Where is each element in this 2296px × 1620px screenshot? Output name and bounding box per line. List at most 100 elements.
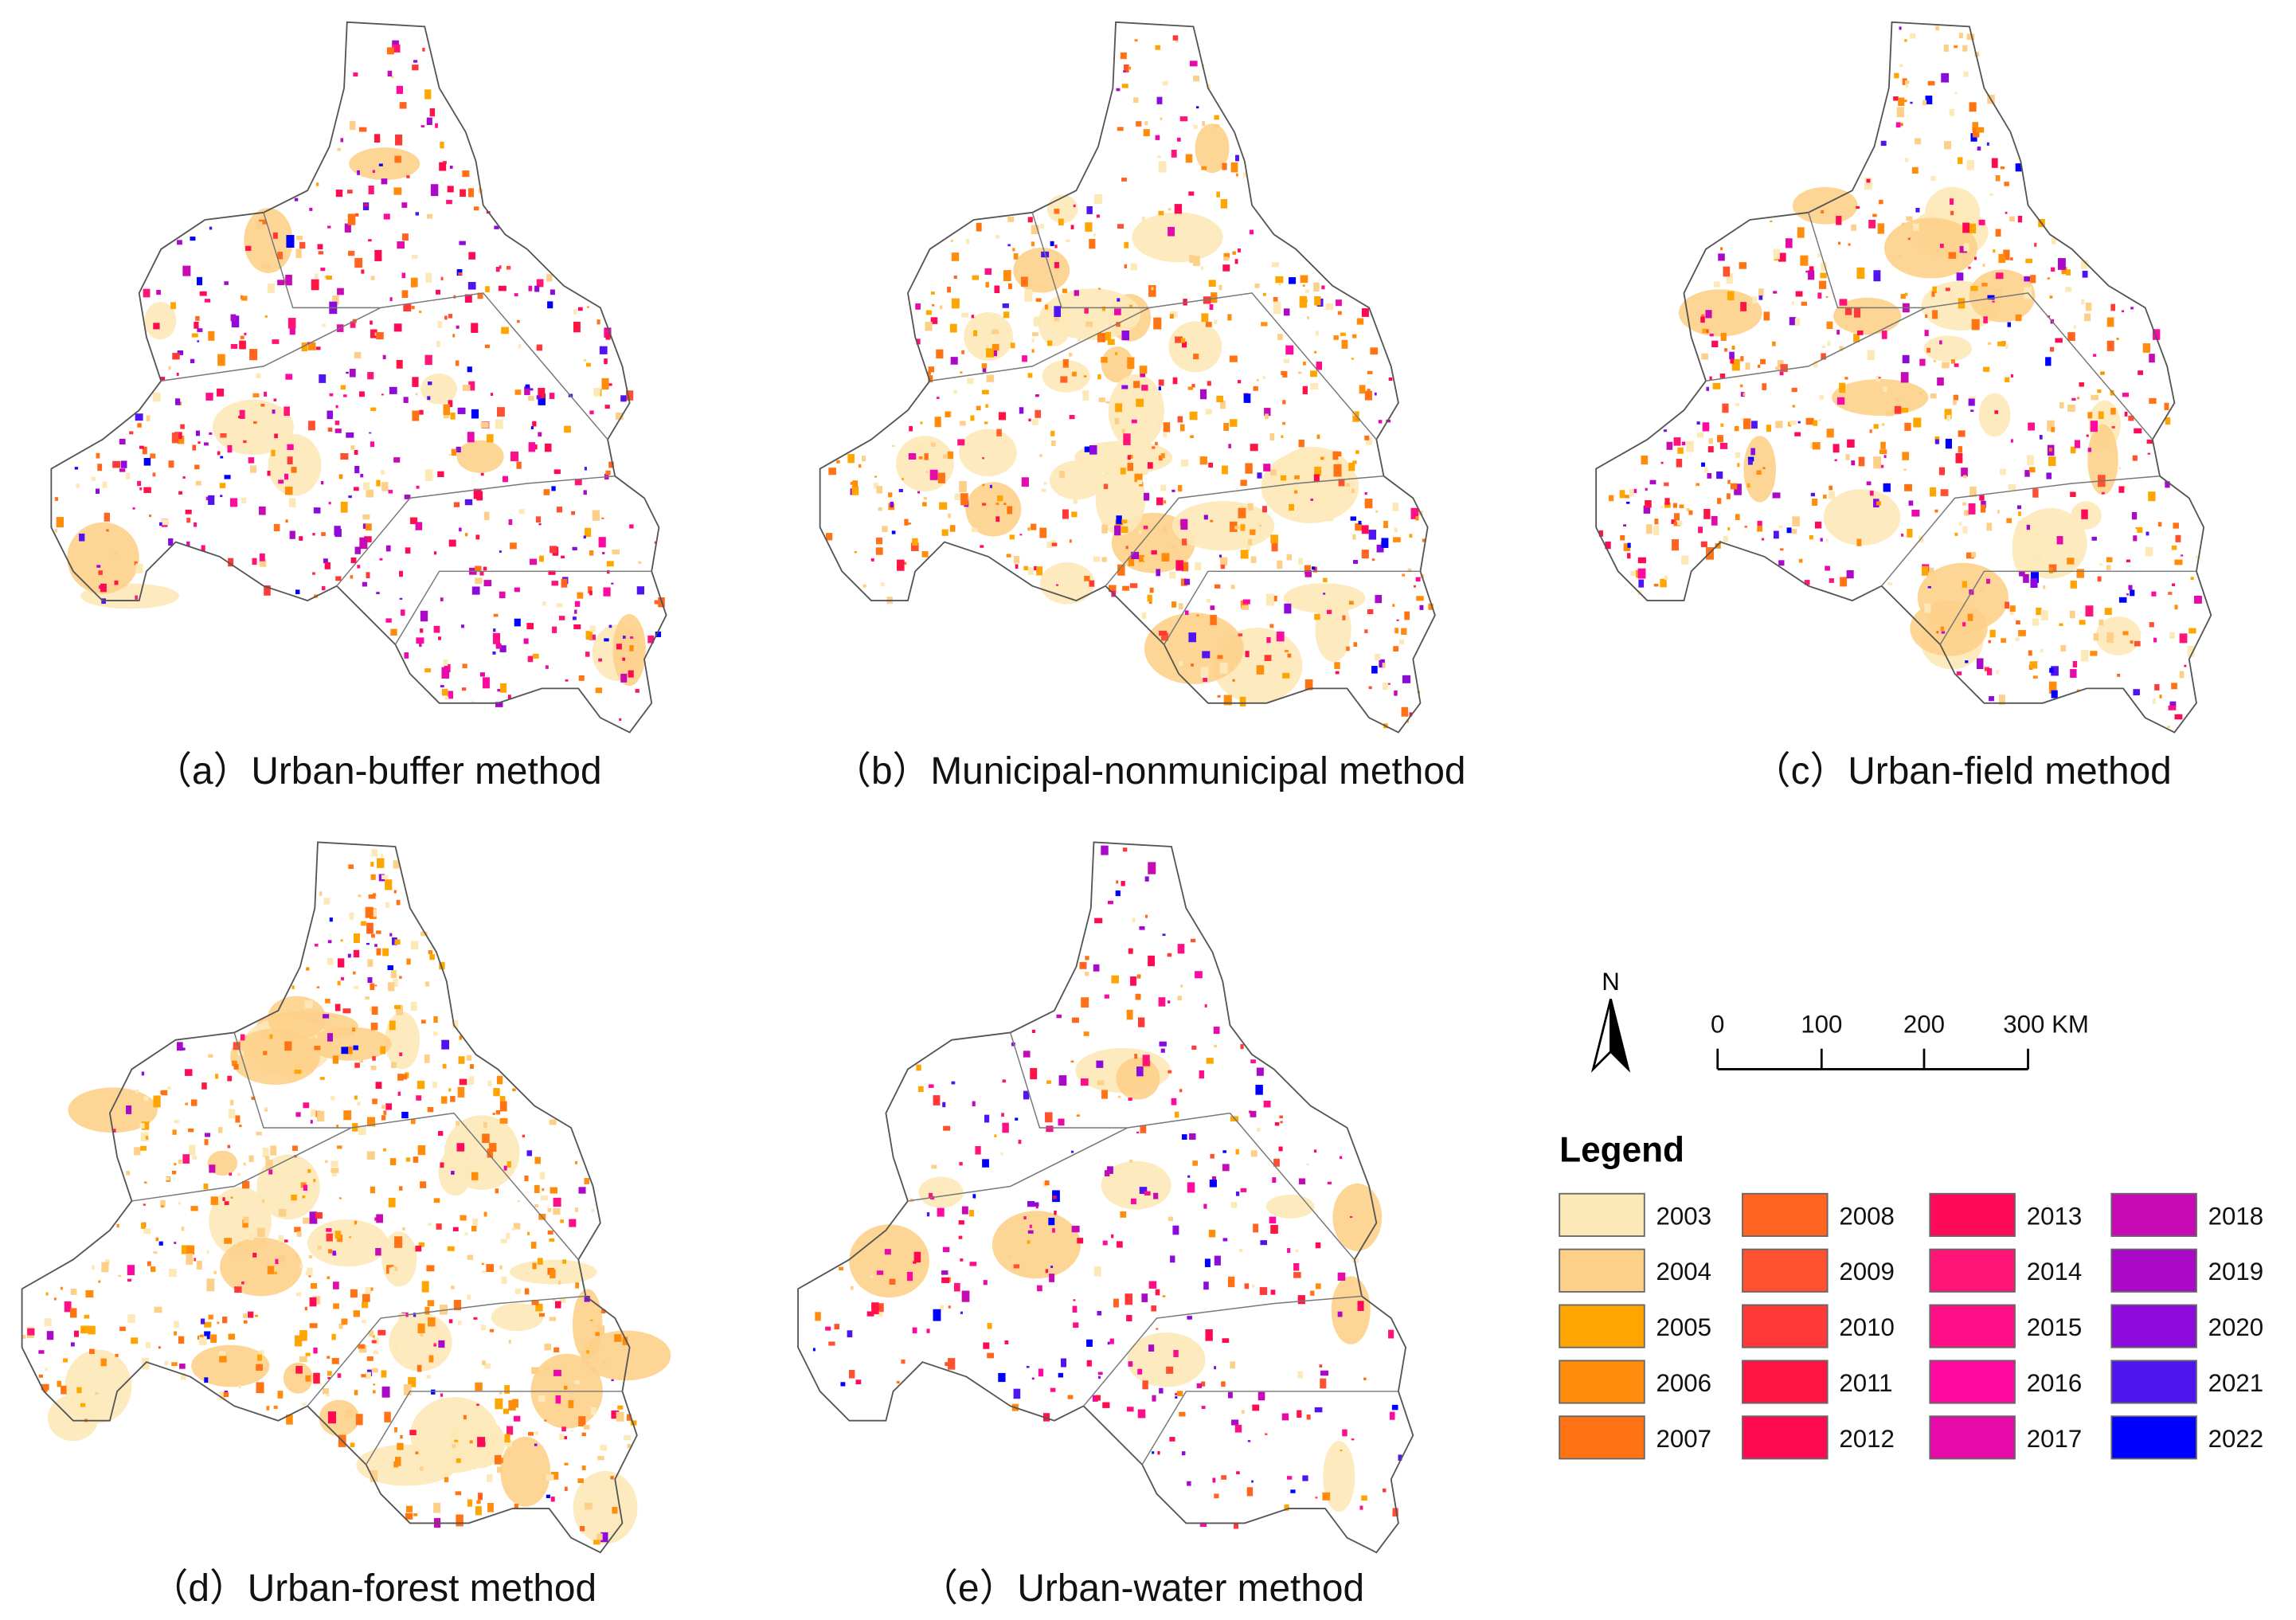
urban-patch <box>1210 1153 1214 1159</box>
urban-patch <box>1039 454 1042 457</box>
urban-patch <box>510 451 519 462</box>
urban-patch <box>1250 1110 1257 1117</box>
urban-patch <box>235 1115 241 1123</box>
urban-patch <box>1235 1148 1239 1155</box>
urban-patch <box>1174 204 1183 214</box>
urban-patch <box>1792 405 1795 408</box>
urban-patch <box>289 327 295 335</box>
urban-patch <box>2142 343 2151 353</box>
urban-patch <box>456 325 460 329</box>
urban-patch <box>2071 397 2076 401</box>
urban-patch <box>2110 303 2115 311</box>
urban-patch <box>475 1382 483 1391</box>
urban-patch <box>440 685 444 688</box>
urban-patch <box>878 507 882 511</box>
urban-patch <box>2016 505 2021 510</box>
urban-patch <box>1686 507 1690 511</box>
urban-patch <box>112 460 121 468</box>
urban-patch <box>2086 434 2089 437</box>
urban-patch <box>1141 385 1148 391</box>
urban-patch <box>399 976 402 979</box>
urban-patch <box>205 496 209 501</box>
urban-patch <box>1853 307 1861 318</box>
urban-patch <box>1015 564 1019 569</box>
urban-patch <box>1313 474 1320 482</box>
urban-patch <box>376 592 380 594</box>
urban-patch <box>1968 266 1971 269</box>
urban-patch <box>1866 178 1871 183</box>
urban-patch <box>1238 1248 1243 1253</box>
urban-patch <box>525 384 530 389</box>
urban-patch <box>312 533 315 536</box>
urban-area <box>1832 379 1929 416</box>
urban-patch <box>2055 338 2063 343</box>
urban-patch <box>1054 306 1062 317</box>
urban-patch <box>1762 467 1766 469</box>
urban-patch <box>1188 191 1195 196</box>
urban-patch <box>573 624 581 630</box>
urban-patch <box>120 460 127 468</box>
urban-area <box>500 1436 551 1507</box>
map-panel <box>50 21 667 734</box>
urban-patch <box>1227 1276 1235 1288</box>
urban-area <box>144 302 177 340</box>
urban-patch <box>953 276 957 279</box>
urban-patch <box>1365 437 1373 445</box>
urban-patch <box>412 65 419 71</box>
urban-patch <box>1180 518 1188 530</box>
urban-area <box>1127 1332 1206 1387</box>
urban-patch <box>1097 1080 1105 1086</box>
urban-patch <box>2171 683 2177 690</box>
urban-area <box>356 1444 457 1486</box>
urban-patch <box>826 533 833 541</box>
urban-patch <box>44 1318 52 1327</box>
urban-patch <box>2106 317 2114 327</box>
urban-patch <box>982 483 985 487</box>
urban-patch <box>2015 163 2022 172</box>
urban-patch <box>433 1502 440 1513</box>
legend-label: 2016 <box>2027 1369 2083 1397</box>
urban-patch <box>438 1131 444 1137</box>
urban-patch <box>1914 138 1922 145</box>
urban-patch <box>1039 527 1047 538</box>
urban-patch <box>2130 307 2134 310</box>
urban-patch <box>1253 1223 1259 1233</box>
urban-patch <box>273 1405 278 1410</box>
urban-patch <box>896 559 905 571</box>
urban-patch <box>1101 357 1108 363</box>
urban-patch <box>137 480 142 487</box>
urban-patch <box>483 1121 487 1129</box>
urban-patch <box>1954 92 1958 95</box>
urban-patch <box>1210 605 1215 610</box>
urban-patch <box>535 516 541 523</box>
legend-label: 2006 <box>1656 1369 1712 1397</box>
urban-patch <box>2098 619 2104 626</box>
urban-patch <box>1701 462 1705 468</box>
urban-patch <box>1069 352 1073 357</box>
urban-patch <box>1031 1029 1036 1033</box>
urban-patch <box>1797 421 1801 424</box>
urban-patch <box>851 486 859 495</box>
urban-patch <box>870 558 874 562</box>
urban-patch <box>960 371 963 374</box>
urban-patch <box>366 922 374 934</box>
urban-patch <box>471 1226 477 1232</box>
urban-patch <box>358 391 365 397</box>
urban-patch <box>1093 964 1100 972</box>
urban-patch <box>901 1359 905 1364</box>
urban-patch <box>1230 419 1238 427</box>
urban-patch <box>217 354 225 366</box>
urban-patch <box>1251 1480 1254 1483</box>
urban-patch <box>362 581 367 587</box>
scale-label: 0 <box>1711 1010 1724 1038</box>
urban-area <box>420 373 457 405</box>
urban-patch <box>463 1415 467 1420</box>
urban-patch <box>1392 503 1399 512</box>
urban-patch <box>1058 1372 1064 1378</box>
urban-patch <box>514 293 518 297</box>
urban-patch <box>563 1436 568 1440</box>
urban-patch <box>459 1078 467 1086</box>
urban-patch <box>549 1238 555 1242</box>
urban-patch <box>557 1280 561 1285</box>
urban-patch <box>168 460 174 468</box>
